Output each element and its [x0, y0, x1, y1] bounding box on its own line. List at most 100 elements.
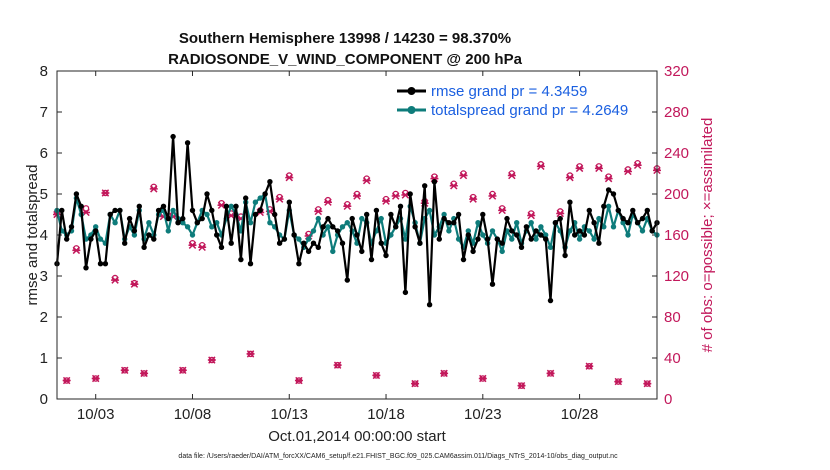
spread-point — [499, 248, 505, 255]
obs-assimilated-marker — [62, 376, 71, 385]
obs-assimilated-marker — [614, 377, 623, 386]
spread-point — [247, 220, 254, 226]
rmse-point — [426, 302, 433, 308]
y-tick-label: 4 — [40, 227, 48, 244]
y-right-tick-label: 160 — [664, 227, 689, 244]
spread-point — [441, 211, 447, 218]
y-right-tick-label: 80 — [664, 309, 681, 326]
obs-assimilated-marker — [633, 161, 642, 170]
rmse-point — [122, 240, 128, 246]
spread-point — [344, 220, 350, 226]
rmse-point — [625, 220, 631, 226]
rmse-point — [509, 228, 515, 234]
rmse-point — [557, 215, 563, 222]
obs-assimilated-marker — [82, 208, 91, 217]
obs-assimilated-marker — [411, 379, 420, 388]
rmse-point — [543, 236, 549, 242]
spread-point — [93, 224, 99, 230]
rmse-point — [83, 265, 89, 271]
y-right-tick-label: 200 — [664, 186, 689, 203]
obs-assimilated-marker — [188, 241, 197, 249]
obs-assimilated-marker — [362, 176, 371, 185]
rmse-point — [146, 232, 152, 238]
rmse-point — [165, 215, 171, 222]
x-tick-label: 10/03 — [77, 406, 115, 423]
rmse-point — [528, 236, 534, 242]
spread-point — [170, 207, 176, 214]
rmse-point — [591, 220, 597, 226]
spread-point — [184, 224, 191, 230]
spread-point — [325, 224, 331, 230]
spread-point — [305, 236, 312, 242]
obs-assimilated-marker — [440, 369, 449, 378]
obs-assimilated-marker — [343, 202, 352, 211]
rmse-point — [247, 261, 254, 267]
rmse-point — [218, 244, 225, 250]
rmse-point — [136, 203, 142, 209]
rmse-point — [272, 211, 278, 218]
obs-assimilated-marker — [246, 350, 255, 358]
y-right-tick-label: 120 — [664, 268, 689, 285]
obs-count-layer — [53, 159, 661, 390]
obs-assimilated-marker — [594, 164, 603, 173]
spread-point — [567, 228, 573, 234]
rmse-point — [523, 224, 530, 230]
rmse-point — [518, 244, 525, 250]
spread-point — [591, 236, 597, 242]
legend-spread-label: totalspread grand pr = 4.2649 — [431, 102, 628, 119]
spread-point — [465, 228, 471, 234]
rmse-point — [547, 297, 554, 304]
rmse-point — [412, 224, 418, 230]
obs-assimilated-marker — [91, 374, 100, 383]
x-tick-label: 10/23 — [464, 406, 502, 423]
obs-assimilated-marker — [111, 276, 120, 284]
rmse-point — [141, 244, 147, 250]
rmse-point — [97, 261, 104, 267]
rmse-point — [320, 224, 326, 230]
rmse-point — [455, 211, 462, 218]
obs-assimilated-marker — [449, 182, 458, 190]
spread-point — [257, 195, 263, 201]
x-tick-label: 10/08 — [174, 406, 212, 423]
rmse-point — [189, 207, 196, 214]
rmse-series-layer — [54, 133, 660, 308]
y-tick-label: 2 — [40, 309, 48, 326]
rmse-point — [383, 252, 389, 259]
rmse-point — [576, 228, 583, 234]
rmse-point — [184, 140, 191, 146]
rmse-point — [368, 256, 375, 263]
rmse-point — [301, 240, 307, 246]
rmse-point — [339, 240, 346, 246]
spread-point — [426, 207, 433, 214]
rmse-point — [102, 261, 109, 267]
spread-point — [180, 220, 186, 226]
rmse-point — [610, 191, 617, 197]
rmse-series-line — [55, 135, 658, 306]
obs-assimilated-marker — [198, 243, 207, 252]
legend-spread-marker — [407, 106, 416, 114]
spread-point — [189, 232, 196, 238]
rmse-point — [73, 191, 80, 197]
rmse-point — [180, 215, 186, 222]
spread-point — [610, 224, 617, 230]
spread-point — [204, 211, 210, 218]
obs-assimilated-marker — [517, 381, 526, 390]
spread-point — [315, 215, 321, 222]
rmse-point — [330, 224, 336, 230]
obs-possible-marker — [131, 279, 138, 287]
rmse-point — [93, 228, 99, 234]
rmse-point — [630, 207, 636, 214]
obs-assimilated-marker — [140, 369, 149, 378]
rmse-point — [175, 220, 181, 226]
spread-point — [489, 228, 496, 234]
spread-point — [543, 232, 549, 238]
obs-assimilated-marker — [323, 198, 332, 206]
spread-point — [209, 224, 215, 230]
y-right-tick-label: 240 — [664, 145, 689, 162]
obs-assimilated-marker — [575, 164, 584, 173]
spread-point — [296, 236, 302, 242]
rmse-point — [484, 236, 491, 242]
rmse-point — [334, 228, 341, 234]
rmse-point — [499, 240, 505, 246]
